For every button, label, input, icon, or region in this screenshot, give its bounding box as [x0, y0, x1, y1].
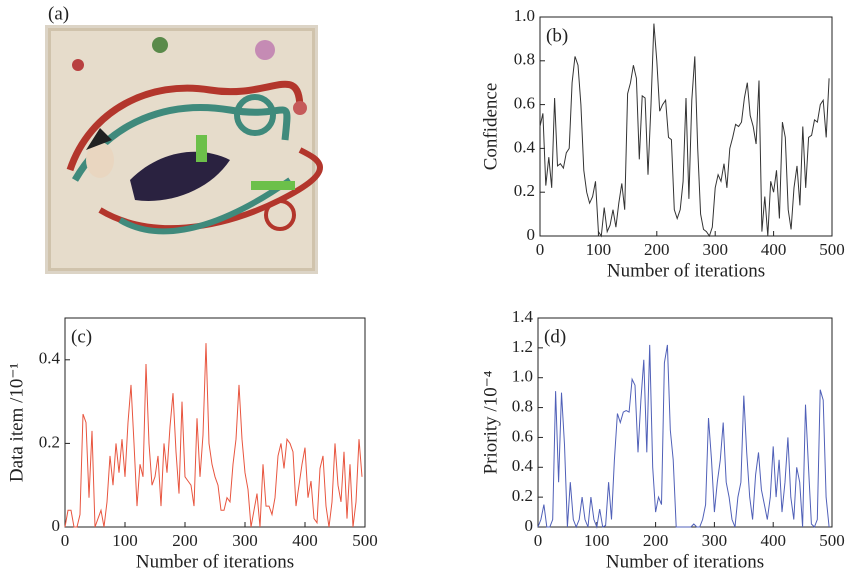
data-line — [537, 344, 830, 529]
y-tick-label: 0.2 — [514, 181, 535, 200]
x-tick-label: 400 — [292, 531, 318, 550]
x-tick-label: 200 — [172, 531, 198, 550]
y-tick-label: 0.8 — [512, 396, 533, 415]
x-tick-label: 300 — [702, 240, 728, 259]
x-tick-label: 0 — [536, 240, 545, 259]
y-tick-label: 0 — [525, 516, 534, 535]
y-tick-label: 0.4 — [512, 456, 534, 475]
panel-label: (c) — [71, 326, 92, 347]
y-tick-label: 1.4 — [512, 307, 534, 326]
x-tick-label: 0 — [534, 531, 543, 550]
panel-label: (b) — [546, 25, 568, 46]
x-tick-label: 100 — [584, 531, 610, 550]
y-tick-label: 0.4 — [39, 349, 61, 368]
y-tick-label: 0.6 — [512, 426, 533, 445]
x-tick-label: 300 — [232, 531, 258, 550]
plot-frame — [537, 317, 833, 528]
x-tick-label: 100 — [586, 240, 612, 259]
x-tick-label: 500 — [819, 240, 845, 259]
y-tick-label: 0.2 — [39, 432, 60, 451]
x-tick-label: 500 — [819, 531, 845, 550]
x-tick-label: 200 — [643, 531, 669, 550]
y-tick-label: 0 — [527, 225, 536, 244]
x-axis-label: Number of iterations — [607, 260, 765, 281]
x-tick-label: 400 — [760, 531, 786, 550]
painting — [45, 25, 323, 274]
y-tick-label: 0.8 — [514, 50, 535, 69]
x-tick-label: 300 — [702, 531, 728, 550]
data-line — [539, 23, 830, 238]
x-axis-label: Number of iterations — [606, 551, 764, 572]
y-tick-label: 1.0 — [512, 367, 533, 386]
y-tick-label: 0.4 — [514, 137, 536, 156]
x-tick-label: 400 — [761, 240, 787, 259]
x-tick-label: 200 — [644, 240, 670, 259]
panel-label: (a) — [48, 3, 69, 24]
y-tick-label: 0.2 — [512, 486, 533, 505]
x-axis-label: Number of iterations — [136, 551, 294, 572]
y-axis-label: Confidence — [480, 83, 501, 171]
y-tick-label: 1.0 — [514, 6, 535, 25]
plot-frame — [64, 317, 366, 528]
panel-label: (d) — [544, 326, 566, 347]
x-tick-label: 500 — [352, 531, 378, 550]
data-line — [64, 343, 363, 528]
y-axis-label: Priority /10⁻⁴ — [480, 370, 501, 474]
y-axis-label: Data item /10⁻¹ — [6, 363, 27, 482]
y-tick-label: 0.6 — [514, 94, 535, 113]
x-tick-label: 100 — [112, 531, 138, 550]
x-tick-label: 0 — [61, 531, 70, 550]
y-tick-label: 1.2 — [512, 337, 533, 356]
y-tick-label: 0 — [52, 516, 61, 535]
